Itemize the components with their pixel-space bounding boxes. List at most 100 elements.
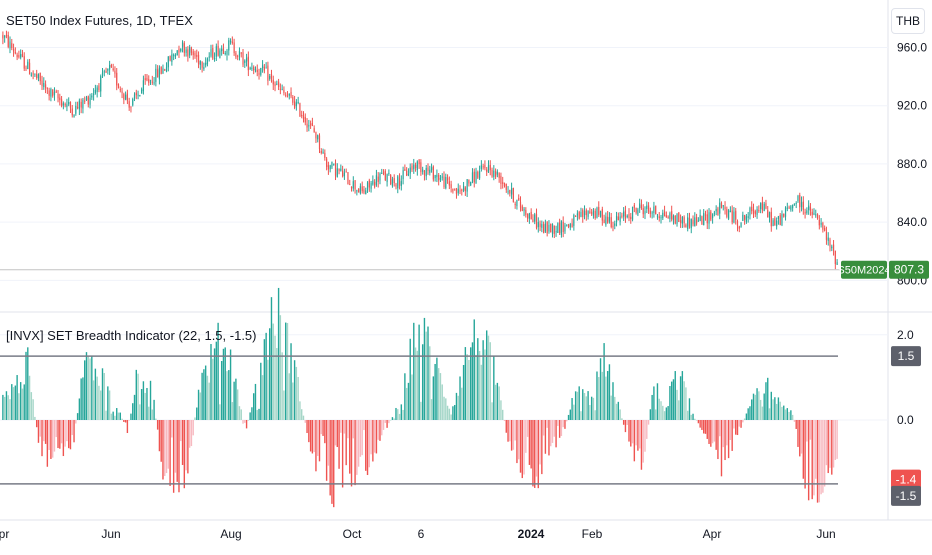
histogram-bar (509, 420, 511, 442)
histogram-bar (44, 420, 47, 444)
histogram-bar (381, 420, 383, 436)
candle-body (285, 94, 287, 96)
histogram-bar (783, 405, 785, 420)
candle-body (461, 189, 463, 191)
histogram-bar (235, 378, 237, 420)
histogram-bar (722, 420, 724, 448)
histogram-bar (370, 420, 372, 455)
candle-body (62, 103, 64, 106)
candle-body (210, 49, 212, 56)
candle-body (535, 213, 538, 229)
candle-body (740, 222, 742, 228)
histogram-bar (715, 420, 717, 450)
histogram-bar (171, 420, 173, 438)
candle-body (338, 168, 340, 171)
candle-body (455, 188, 458, 194)
candle-body (352, 181, 354, 189)
histogram-bar (309, 420, 312, 452)
candle-body (411, 165, 413, 170)
candle-body (69, 102, 72, 108)
histogram-bar (562, 420, 564, 428)
candle-body (486, 169, 488, 172)
candle-body (85, 97, 88, 101)
histogram-bar (290, 343, 292, 420)
histogram-bar (92, 380, 95, 420)
histogram-bar (656, 383, 659, 420)
histogram-bar (144, 392, 146, 420)
histogram-bar (603, 343, 605, 420)
candle-body (724, 206, 726, 210)
histogram-bar (62, 420, 65, 457)
histogram-bar (807, 420, 810, 501)
histogram-bar (462, 364, 465, 420)
candle-body (626, 215, 628, 218)
time-tick-label: Apr (0, 527, 9, 541)
candle-body (539, 223, 541, 227)
histogram-bar (395, 407, 397, 420)
candle-body (765, 203, 767, 209)
currency-button[interactable]: THB (891, 8, 925, 34)
candle-body (580, 211, 582, 217)
candle-body (557, 223, 559, 233)
histogram-bar (831, 420, 833, 475)
histogram-bar (423, 317, 426, 420)
candle-body (756, 209, 758, 215)
candle-body (809, 206, 812, 211)
histogram-bar (375, 420, 378, 454)
candle-body (804, 211, 806, 214)
histogram-bar (368, 420, 371, 468)
histogram-bar (637, 420, 639, 451)
candle-body (43, 83, 45, 87)
histogram-bar (719, 420, 721, 437)
candle-body (149, 79, 152, 82)
candle-body (591, 212, 593, 214)
histogram-bar (823, 420, 826, 487)
histogram-bar (23, 384, 25, 420)
histogram-bar (532, 420, 534, 487)
histogram-bar (50, 420, 52, 459)
candle-body (281, 88, 283, 90)
candle-body (265, 67, 267, 69)
histogram-bar (628, 420, 630, 442)
candle-body (165, 67, 168, 72)
histogram-bar (14, 385, 17, 420)
histogram-bar (546, 420, 548, 428)
candle-body (254, 68, 257, 71)
candle-body (464, 187, 466, 192)
histogram-bar (779, 401, 781, 420)
candle-body (7, 34, 9, 47)
candle-body (617, 216, 619, 221)
candle-body (667, 216, 669, 218)
histogram-bar (809, 420, 812, 440)
candle-body (578, 211, 580, 219)
candle-body (301, 114, 303, 117)
candle-body (23, 56, 25, 69)
chart-title: SET50 Index Futures, 1D, TFEX (6, 13, 193, 28)
histogram-bar (283, 390, 285, 420)
histogram-bar (797, 420, 799, 447)
candle-body (32, 73, 34, 75)
candle-body (144, 78, 146, 81)
candle-body (213, 57, 216, 59)
histogram-bar (349, 420, 351, 474)
candle-body (37, 74, 40, 79)
histogram-bar (582, 389, 584, 420)
histogram-bar (11, 384, 13, 420)
candle-body (20, 54, 22, 58)
candle-body (251, 67, 253, 69)
candle-body (212, 48, 214, 59)
candle-body (350, 186, 353, 189)
histogram-bar (457, 395, 459, 420)
histogram-bar (363, 420, 365, 431)
candle-body (103, 71, 105, 73)
candle-body (710, 211, 712, 220)
candle-body (206, 58, 209, 65)
candle-body (169, 55, 171, 61)
candle-body (423, 171, 426, 175)
histogram-bar (452, 406, 454, 420)
histogram-bar (804, 420, 806, 489)
candle-body (818, 219, 820, 226)
candle-body (776, 220, 778, 227)
